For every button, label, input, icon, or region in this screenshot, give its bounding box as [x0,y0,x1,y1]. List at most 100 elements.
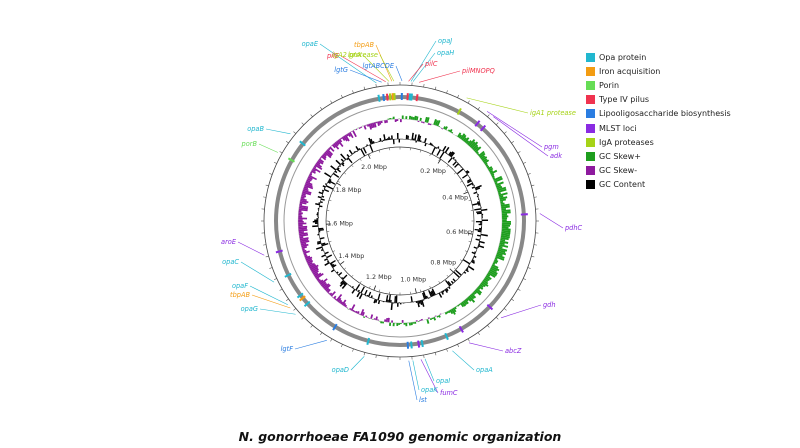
gc-content-bar [348,149,353,155]
gc-skew-bar [366,123,370,127]
gc-skew-bar [306,177,312,182]
gc-content-bar [421,299,425,307]
gc-skew-bar [473,290,477,295]
outer-tick [263,196,267,198]
gc-skew-bar [317,279,322,283]
feature-leader-line [424,358,435,382]
gc-content-bar [431,290,435,296]
gc-content-bar [370,295,373,299]
feature-label: opaE [302,40,319,48]
gc-skew-bar [473,146,479,152]
gc-content-bar [329,259,336,265]
feature-label: igA1 protease [530,109,576,117]
ruler-label: 2.0 Mbp [361,163,387,171]
ruler-label: 1.6 Mbp [327,220,353,228]
gc-skew-bar [304,255,311,260]
gc-content-bar [407,135,409,140]
gc-skew-bar [501,229,511,233]
gc-content-bar [324,251,329,255]
gc-skew-bar [375,316,378,321]
gc-skew-bar [401,115,404,120]
gc-skew-bar [465,297,469,302]
legend-item: Opa protein [586,50,731,64]
gc-skew-bar [461,301,467,307]
outer-tick [531,184,535,187]
legend-label: Porin [599,80,620,90]
gc-content-bar [355,145,359,151]
gc-content-bar [318,229,324,231]
feature-marker [410,93,413,101]
legend-swatch [586,80,595,90]
gc-content-bar [360,148,366,157]
gc-content-bar [321,242,326,245]
gc-content-bar [439,151,445,159]
gc-skew-bar [306,260,314,265]
gc-content-bar [388,294,391,303]
gc-skew-bar [433,316,437,321]
gc-skew-bar [352,130,357,138]
ruler-tick [359,281,362,284]
ruler-major-tick [467,232,473,235]
gc-content-bar [476,201,480,204]
gc-content-bar [320,198,325,201]
gc-content-bar [330,165,337,171]
gc-content-bar [322,185,326,188]
outer-tick [487,114,490,118]
gc-content-bar [390,302,393,310]
gc-skew-bar [493,175,503,182]
feature-marker [275,249,283,254]
gc-skew-bar [459,302,465,308]
outer-tick [477,106,480,110]
gc-skew-bar [480,155,486,160]
gc-content-bar [319,237,325,240]
gc-skew-bar [298,231,305,234]
gc-skew-bar [491,264,499,269]
gc-skew-bar [405,116,408,120]
ruler-tick [343,267,347,270]
ruler-tick [328,240,332,243]
gc-skew-bar [329,146,335,152]
gc-content-bar [324,258,328,262]
gc-skew-bar [355,128,358,131]
outer-tick [340,94,343,98]
gc-skew-bar [298,232,308,236]
gc-skew-bar [299,236,304,239]
gc-skew-bar [341,136,346,142]
gc-skew-bar [298,215,303,218]
gc-skew-bar [438,314,441,318]
gc-skew-bar [449,309,454,315]
feature-leader-line [452,350,475,371]
gc-skew-bar [469,141,476,148]
legend-label: Opa protein [599,52,647,62]
gc-skew-bar [481,156,488,162]
gc-skew-bar [326,148,334,156]
ruler-major-tick [336,182,342,186]
gc-skew-bar [464,137,470,143]
gc-skew-bar [492,262,496,266]
feature-leader-line [501,304,542,319]
gc-skew-bar [329,292,333,296]
gc-content-bar [425,295,429,299]
outer-tick [423,84,425,88]
gc-skew-bar [298,227,307,230]
gc-skew-bar [302,250,310,255]
gc-content-bar [318,230,321,233]
gc-skew-bar [472,144,479,151]
feature-label: pgm [543,143,559,151]
gc-skew-bar [495,255,505,261]
gc-skew-bar [495,184,502,188]
gc-skew-bar [337,297,342,303]
gc-skew-bar [298,212,303,215]
gc-skew-bar [489,268,498,275]
gc-skew-bar [380,321,383,324]
feature-label: opaD [332,366,349,374]
legend-swatch [586,52,595,62]
outer-tick [301,122,305,126]
gc-content-bar [400,302,402,305]
gc-skew-bar [299,237,309,241]
gc-skew-bar [319,278,328,286]
gc-skew-bar [457,304,460,307]
gc-skew-bar [496,185,503,190]
gc-content-bar [320,201,323,204]
